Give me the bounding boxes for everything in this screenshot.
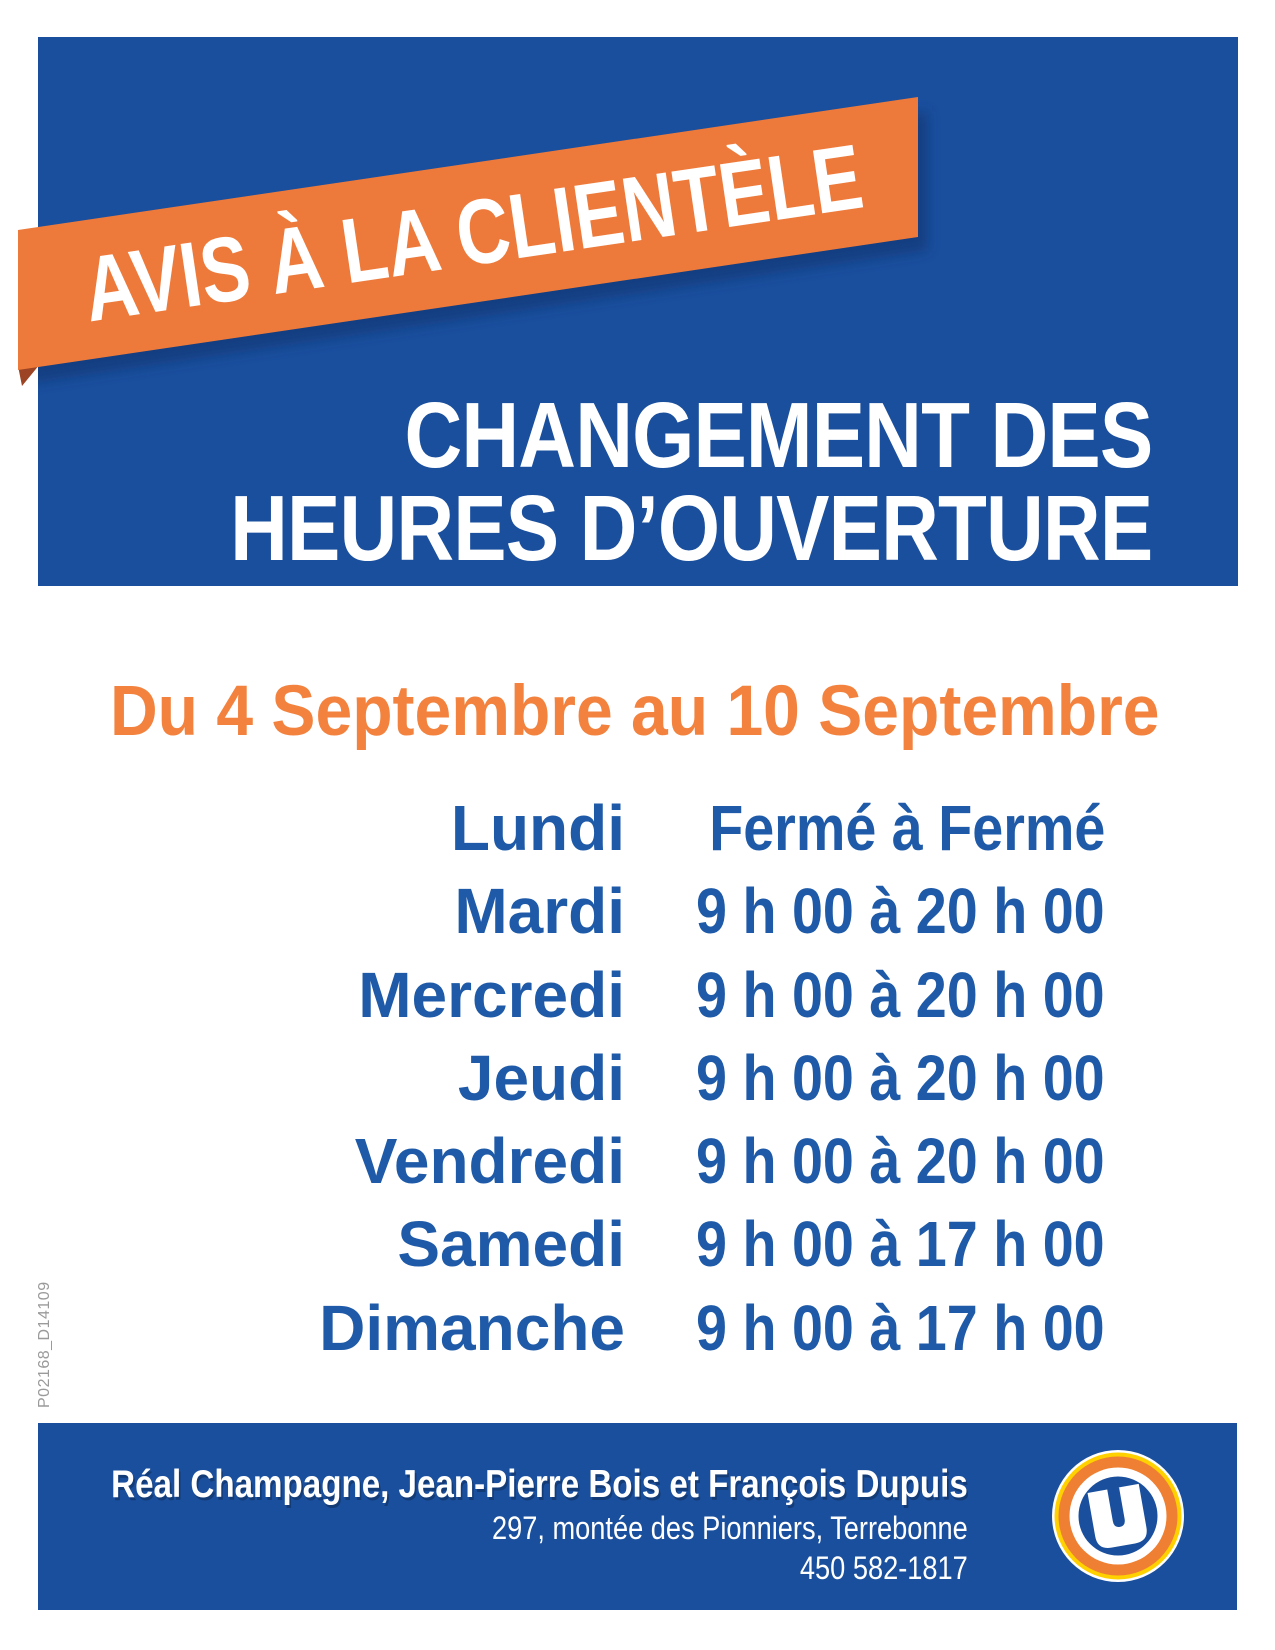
print-code: P02168_D14109 <box>36 1281 53 1408</box>
day-label: Jeudi <box>457 1041 625 1114</box>
time-value: 9 h 00 à 20 h 00 <box>696 1041 1105 1114</box>
day-label: Mardi <box>454 875 625 948</box>
store-address: 297, montée des Pionniers, Terrebonne <box>492 1510 968 1546</box>
table-row: Samedi 9 h 00 à 17 h 00 <box>0 1203 1275 1286</box>
day-label: Vendredi <box>354 1125 625 1198</box>
day-label: Dimanche <box>319 1291 625 1364</box>
notice-title: CHANGEMENT DES HEURES D’OUVERTURE <box>229 383 1153 580</box>
table-row: Mardi 9 h 00 à 20 h 00 <box>0 870 1275 953</box>
store-phone: 450 582-1817 <box>800 1550 968 1586</box>
brand-logo <box>1052 1450 1184 1582</box>
hours-table: Lundi Fermé à Fermé Mardi 9 h 00 à 20 h … <box>0 787 1275 1370</box>
notice-title-line2: HEURES D’OUVERTURE <box>229 476 1153 580</box>
owner-names: Réal Champagne, Jean-Pierre Bois et Fran… <box>111 1463 968 1506</box>
time-value: 9 h 00 à 20 h 00 <box>696 1125 1105 1198</box>
u-glyph-icon <box>1087 1483 1147 1548</box>
notice-title-line1: CHANGEMENT DES <box>404 383 1153 487</box>
time-value: 9 h 00 à 17 h 00 <box>696 1291 1105 1364</box>
footer-text-block: Réal Champagne, Jean-Pierre Bois et Fran… <box>0 1462 968 1588</box>
ribbon <box>18 97 918 370</box>
table-row: Jeudi 9 h 00 à 20 h 00 <box>0 1037 1275 1120</box>
period-label: Du 4 Septembre au 10 Septembre <box>110 672 1160 751</box>
time-value: Fermé à Fermé <box>708 792 1105 864</box>
table-row: Vendredi 9 h 00 à 20 h 00 <box>0 1120 1275 1203</box>
ribbon-fold <box>18 364 40 386</box>
time-value: 9 h 00 à 17 h 00 <box>696 1208 1105 1281</box>
table-row: Mercredi 9 h 00 à 20 h 00 <box>0 954 1275 1037</box>
time-value: 9 h 00 à 20 h 00 <box>696 958 1105 1031</box>
day-label: Mercredi <box>358 958 625 1031</box>
footer-bar <box>38 1423 1237 1610</box>
time-value: 9 h 00 à 20 h 00 <box>696 875 1105 948</box>
notice-banner <box>18 37 1238 586</box>
table-row: Lundi Fermé à Fermé <box>0 787 1275 870</box>
table-row: Dimanche 9 h 00 à 17 h 00 <box>0 1287 1275 1370</box>
day-label: Samedi <box>397 1208 625 1281</box>
day-label: Lundi <box>450 792 625 864</box>
